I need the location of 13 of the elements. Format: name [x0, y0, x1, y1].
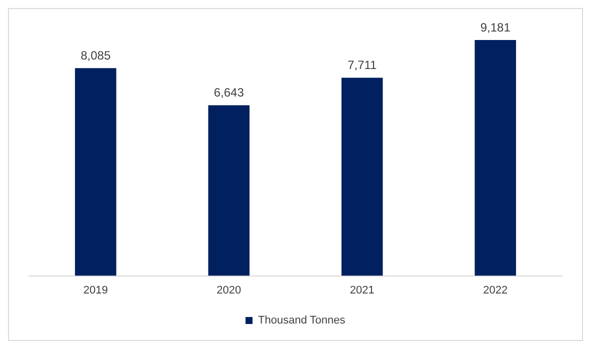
x-tick-label: 2019 — [83, 284, 108, 296]
data-label: 7,711 — [348, 58, 378, 72]
bar — [208, 105, 250, 276]
legend-label: Thousand Tonnes — [258, 314, 346, 327]
x-tick-label: 2020 — [216, 284, 242, 296]
x-tick-label: 2022 — [483, 284, 508, 296]
bar — [341, 78, 383, 276]
bar — [474, 40, 516, 276]
data-label: 8,085 — [80, 48, 111, 62]
bar — [74, 68, 116, 276]
data-label: 9,181 — [480, 20, 511, 34]
x-tick-label: 2021 — [350, 284, 374, 296]
data-label: 6,643 — [214, 86, 244, 100]
